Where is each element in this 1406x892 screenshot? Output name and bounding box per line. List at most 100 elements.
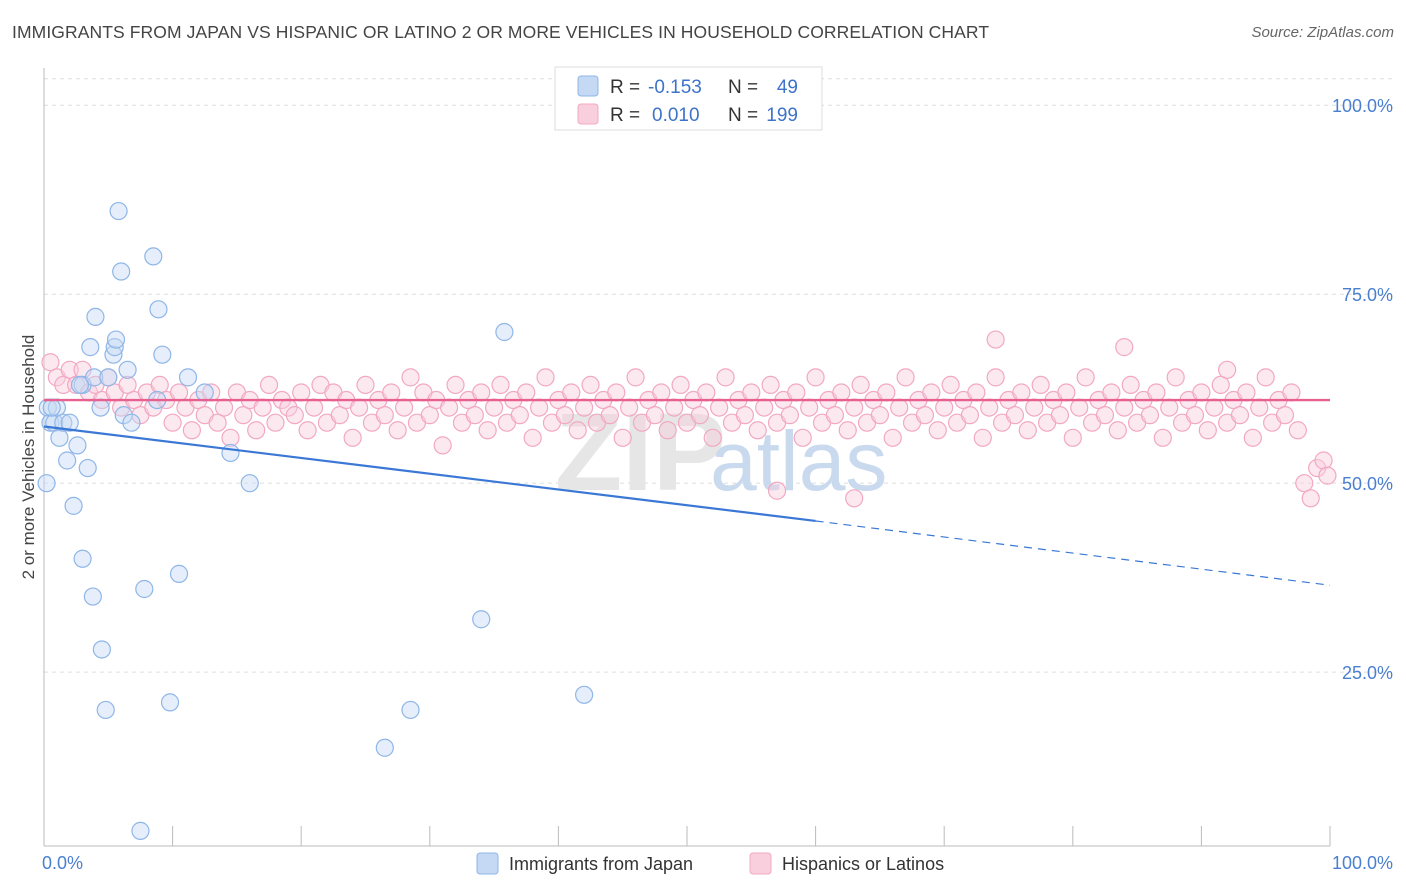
hispanic-point-200 <box>767 481 787 500</box>
japan-point-19 <box>96 700 115 720</box>
hispanic-point-168 <box>1121 375 1140 395</box>
hispanic-point-196 <box>1301 489 1320 508</box>
legend-r-value-2: 0.010 <box>652 105 700 126</box>
japan-point-12 <box>78 458 97 478</box>
hispanic-point-94 <box>645 406 664 425</box>
japan-point-46 <box>37 474 56 493</box>
japan-point-24 <box>109 201 128 221</box>
hispanic-point-147 <box>986 368 1005 387</box>
hispanic-point-164 <box>1095 406 1115 425</box>
hispanic-point-33 <box>253 398 272 417</box>
japan-point-13 <box>85 368 104 387</box>
japan-point-23 <box>106 330 126 349</box>
hispanic-point-138 <box>928 421 947 440</box>
legend-r-label-1: R = <box>610 77 640 98</box>
hispanic-point-198 <box>1314 451 1333 470</box>
hispanic-point-82 <box>568 421 587 440</box>
hispanic-point-56 <box>401 368 420 387</box>
hispanic-point-35 <box>266 413 285 432</box>
hispanic-point-96 <box>658 421 677 440</box>
hispanic-point-157 <box>1050 406 1070 425</box>
hispanic-point-179 <box>1192 383 1211 402</box>
japan-point-31 <box>144 247 163 266</box>
series-japan-points <box>37 201 594 840</box>
japan-point-20 <box>99 368 118 387</box>
japan-point-18 <box>92 640 111 659</box>
japan-point-15 <box>83 587 102 606</box>
hispanic-point-133 <box>896 368 915 387</box>
hispanic-point-70 <box>491 375 510 395</box>
y-tick-label-2: 50.0% <box>1342 474 1393 494</box>
japan-point-8 <box>64 496 83 515</box>
hispanic-point-22 <box>182 421 201 440</box>
hispanic-point-144 <box>967 383 986 402</box>
hispanic-point-109 <box>742 383 761 402</box>
hispanic-point-41 <box>304 398 324 417</box>
chart-title: IMMIGRANTS FROM JAPAN VS HISPANIC OR LAT… <box>12 22 990 42</box>
hispanic-point-80 <box>555 406 574 425</box>
japan-point-43 <box>472 610 491 629</box>
hispanic-point-67 <box>472 383 491 402</box>
legend-n-label-1: N = <box>728 77 758 98</box>
hispanic-point-132 <box>890 398 909 417</box>
hispanic-point-63 <box>446 375 465 395</box>
hispanic-point-123 <box>832 383 851 402</box>
hispanic-point-40 <box>298 421 317 440</box>
hispanic-point-30 <box>234 406 253 425</box>
hispanic-point-154 <box>1031 375 1050 395</box>
japan-point-48 <box>70 375 90 395</box>
hispanic-point-89 <box>613 428 632 447</box>
hispanic-point-20 <box>169 383 189 402</box>
hispanic-point-61 <box>433 436 452 455</box>
stats-legend: R = -0.153 N = 49 R = 0.010 N = 199 <box>554 66 823 131</box>
japan-point-14 <box>81 338 100 357</box>
hispanic-point-54 <box>388 421 407 440</box>
hispanic-point-115 <box>780 406 799 425</box>
hispanic-point-112 <box>761 375 780 395</box>
hispanic-point-197 <box>1308 458 1327 478</box>
japan-point-44 <box>495 322 514 342</box>
hispanic-point-152 <box>1018 421 1037 440</box>
hispanic-point-151 <box>1012 383 1031 402</box>
hispanic-point-117 <box>793 428 812 447</box>
japan-point-41 <box>375 738 394 757</box>
hispanic-point-74 <box>517 383 536 402</box>
japan-point-21 <box>104 345 123 364</box>
hispanic-point-140 <box>941 375 960 395</box>
series-legend: Immigrants from Japan Hispanics or Latin… <box>476 852 944 875</box>
hispanic-point-97 <box>665 398 684 417</box>
hispanic-point-146 <box>980 398 999 417</box>
hispanic-point-87 <box>600 406 619 425</box>
japan-point-45 <box>575 685 594 704</box>
source-credit: Source: ZipAtlas.com <box>1251 24 1394 41</box>
hispanic-point-49 <box>356 375 375 395</box>
hispanic-point-194 <box>1288 421 1307 440</box>
hispanic-point-38 <box>285 406 304 425</box>
legend-swatch-blue <box>577 75 599 97</box>
hispanic-point-201 <box>845 489 864 508</box>
japan-point-40 <box>240 474 259 493</box>
hispanic-point-68 <box>478 421 497 440</box>
hispanic-point-195 <box>1295 474 1314 493</box>
hispanic-point-98 <box>671 375 690 395</box>
series-hispanics-points <box>41 330 1337 508</box>
bottom-legend-swatch-pink <box>749 852 772 875</box>
hispanic-point-45 <box>330 406 349 425</box>
japan-point-7 <box>60 413 79 432</box>
hispanic-point-161 <box>1076 368 1095 387</box>
hispanic-point-55 <box>394 398 414 417</box>
hispanic-point-126 <box>851 375 870 395</box>
hispanic-point-69 <box>485 398 504 417</box>
stats-legend-box <box>554 66 823 131</box>
hispanic-point-153 <box>1025 398 1044 417</box>
hispanic-point-0 <box>41 353 60 372</box>
bottom-legend-label-hispanic: Hispanics or Latinos <box>782 854 944 874</box>
legend-n-value-2: 199 <box>766 105 798 126</box>
x-tick-label-100: 100.0% <box>1332 853 1393 873</box>
japan-point-16 <box>86 307 105 326</box>
japan-point-37 <box>178 368 198 387</box>
hispanic-point-103 <box>703 428 722 447</box>
y-tick-labels: 100.0% 75.0% 50.0% 25.0% <box>1332 96 1393 683</box>
japan-point-6 <box>58 451 77 470</box>
hispanic-point-84 <box>581 375 600 395</box>
